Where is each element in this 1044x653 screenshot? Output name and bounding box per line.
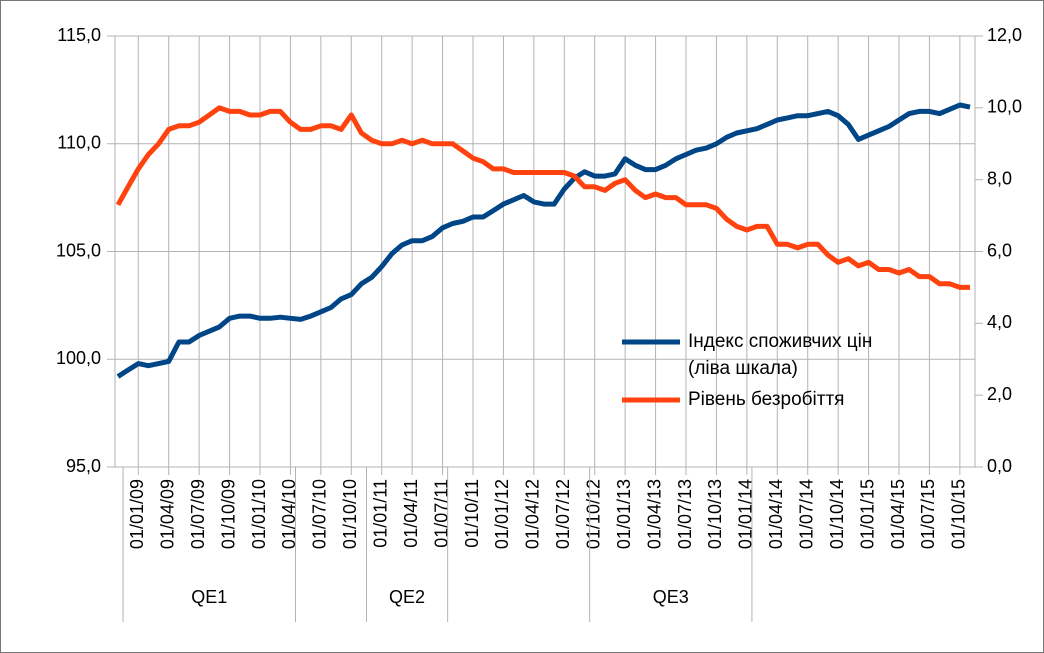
x-tick-label: 01/07/09 (188, 479, 208, 549)
y-tick-label: 110,0 (57, 133, 101, 153)
group-label: QE1 (191, 587, 227, 607)
series-line (116, 102, 971, 379)
x-tick-label: 01/10/11 (462, 479, 482, 548)
x-tick-label: 01/10/13 (705, 479, 725, 549)
x-tick-label: 01/01/11 (370, 479, 390, 548)
x-tick-label: 01/07/15 (918, 479, 938, 549)
x-tick-label: 01/10/09 (218, 479, 238, 549)
y-tick-label: 100,0 (56, 348, 101, 368)
y2-tick-label: 10,0 (987, 97, 1022, 117)
x-tick-label: 01/04/14 (766, 479, 786, 549)
x-tick-label: 01/04/15 (888, 479, 908, 549)
x-tick-label: 01/10/10 (340, 479, 360, 549)
x-tick-label: 01/04/13 (644, 479, 664, 549)
y2-tick-label: 2,0 (987, 384, 1012, 404)
y2-tick-label: 8,0 (987, 168, 1012, 188)
y-tick-label: 105,0 (56, 240, 101, 260)
legend-label: Індекс споживчих цін (ліва шкала) (688, 331, 873, 379)
y2-tick-label: 4,0 (987, 312, 1012, 332)
group-label: QE2 (389, 587, 425, 607)
x-tick-label: 01/01/12 (492, 479, 512, 549)
x-tick-label: 01/04/10 (279, 479, 299, 549)
series-line (115, 105, 970, 290)
x-tick-label: 01/10/14 (827, 479, 847, 549)
x-tick-label: 01/01/10 (249, 479, 269, 549)
y2-tick-label: 12,0 (987, 25, 1022, 45)
x-tick-label: 01/01/09 (127, 479, 147, 549)
x-tick-label: 01/01/13 (614, 479, 634, 549)
x-tick-label: 01/01/14 (736, 479, 756, 549)
y-tick-label: 95,0 (66, 456, 101, 476)
x-tick-label: 01/07/14 (796, 479, 816, 549)
x-tick-label: 01/10/12 (583, 479, 603, 549)
x-tick-label: 01/07/11 (431, 479, 451, 548)
x-tick-label: 01/04/12 (523, 479, 543, 549)
x-tick-label: 01/10/15 (949, 479, 969, 549)
x-tick-label: 01/07/13 (675, 479, 695, 549)
y2-tick-label: 6,0 (987, 240, 1012, 260)
y2-tick-label: 0,0 (987, 456, 1012, 476)
x-tick-label: 01/04/11 (401, 479, 421, 548)
group-label: QE3 (653, 587, 689, 607)
x-tick-label: 01/07/12 (553, 479, 573, 549)
x-tick-label: 01/07/10 (310, 479, 330, 549)
legend-label: Рівень безробіття (688, 389, 845, 410)
x-tick-label: 01/04/09 (157, 479, 177, 549)
y-tick-label: 115,0 (57, 25, 101, 45)
x-tick-label: 01/01/15 (857, 479, 877, 549)
